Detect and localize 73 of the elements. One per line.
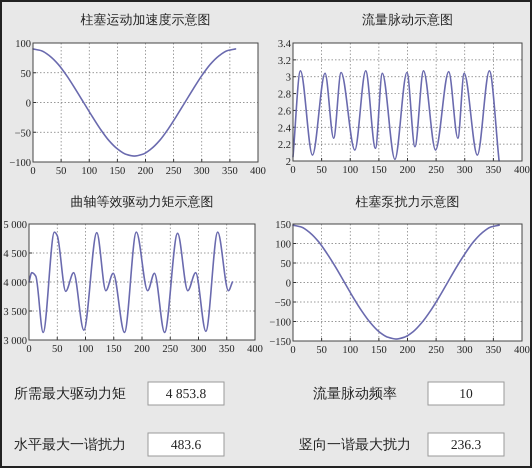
y-tick-label: −50 (14, 128, 31, 140)
x-tick-label: 50 (56, 166, 66, 177)
text: 竖向一谐最大扰力 (299, 437, 411, 453)
text: 236.3 (450, 437, 482, 452)
line-series (292, 70, 500, 162)
line-series (292, 224, 500, 340)
y-tick-label: 4 500 (3, 249, 27, 260)
x-tick-label: 400 (514, 165, 530, 176)
x-tick-label: 400 (247, 344, 263, 355)
text: 10 (459, 386, 473, 401)
y-tick-label: 50 (20, 68, 31, 80)
x-tick-label: 250 (166, 166, 182, 177)
y-tick-label: 100 (275, 240, 291, 250)
y-tick-label: 3.4 (278, 39, 292, 50)
x-tick-label: 50 (52, 344, 62, 355)
x-tick-label: 300 (456, 165, 473, 176)
text: 所需最大驱动力矩 (14, 386, 126, 402)
y-tick-label: 100 (15, 39, 31, 50)
y-tick-label: −100 (269, 318, 291, 328)
x-tick-label: 50 (316, 165, 327, 176)
x-tick-label: 250 (162, 344, 178, 355)
y-tick-label: 3 (286, 72, 291, 84)
text: 483.6 (170, 437, 202, 452)
y-tick-label: 3.2 (278, 56, 291, 67)
chart-title: 柱塞运动加速度示意图 (80, 12, 210, 27)
y-tick-label: 2.8 (278, 90, 291, 101)
y-tick-label: 150 (275, 220, 291, 231)
x-tick-label: 400 (250, 166, 266, 177)
x-tick-label: 200 (134, 344, 150, 355)
x-tick-label: 350 (486, 165, 502, 176)
x-tick-label: 50 (316, 345, 327, 356)
x-tick-label: 200 (400, 165, 416, 176)
x-tick-label: 100 (78, 344, 94, 355)
x-tick-label: 200 (138, 166, 154, 177)
x-tick-label: 350 (218, 344, 235, 355)
x-tick-label: 300 (190, 344, 206, 355)
x-tick-label: 200 (400, 345, 416, 356)
line-series (28, 231, 234, 334)
y-tick-label: 3 000 (3, 336, 27, 347)
y-tick-label: 3 500 (3, 307, 27, 318)
x-tick-label: 150 (371, 165, 387, 176)
chart-title: 柱塞泵扰力示意图 (356, 194, 460, 209)
y-tick-label: 50 (280, 259, 291, 270)
x-tick-label: 100 (81, 166, 98, 177)
chart-title: 流量脉动示意图 (362, 12, 453, 27)
x-tick-label: 150 (110, 166, 126, 177)
x-tick-label: 150 (371, 345, 387, 356)
y-tick-label: 4 000 (3, 278, 27, 289)
text: 水平最大一谐扰力 (14, 437, 126, 453)
y-tick-label: 5 000 (3, 220, 27, 231)
y-tick-label: 0 (26, 98, 31, 110)
y-tick-label: 2 (286, 157, 291, 168)
y-tick-label: 2.4 (278, 123, 292, 134)
y-tick-label: −100 (9, 158, 31, 169)
x-tick-label: 150 (106, 344, 122, 355)
x-tick-label: 250 (428, 165, 444, 176)
text: 流量脉动频率 (313, 386, 397, 402)
y-tick-label: 2.2 (278, 140, 291, 152)
y-tick-label: −150 (269, 337, 291, 348)
x-tick-label: 300 (456, 345, 473, 356)
line-series (32, 48, 236, 157)
y-tick-label: −50 (274, 298, 291, 309)
text: 4 853.8 (166, 386, 206, 401)
x-tick-label: 350 (222, 166, 238, 177)
x-tick-label: 100 (342, 345, 358, 356)
x-tick-label: 250 (428, 345, 444, 356)
x-tick-label: 300 (194, 166, 210, 177)
y-tick-label: 2.6 (278, 106, 291, 118)
chart-title: 曲轴等效驱动力矩示意图 (70, 194, 214, 209)
x-tick-label: 350 (486, 345, 502, 356)
x-tick-label: 400 (514, 345, 530, 356)
y-tick-label: 0 (286, 278, 291, 290)
x-tick-label: 100 (342, 165, 358, 176)
